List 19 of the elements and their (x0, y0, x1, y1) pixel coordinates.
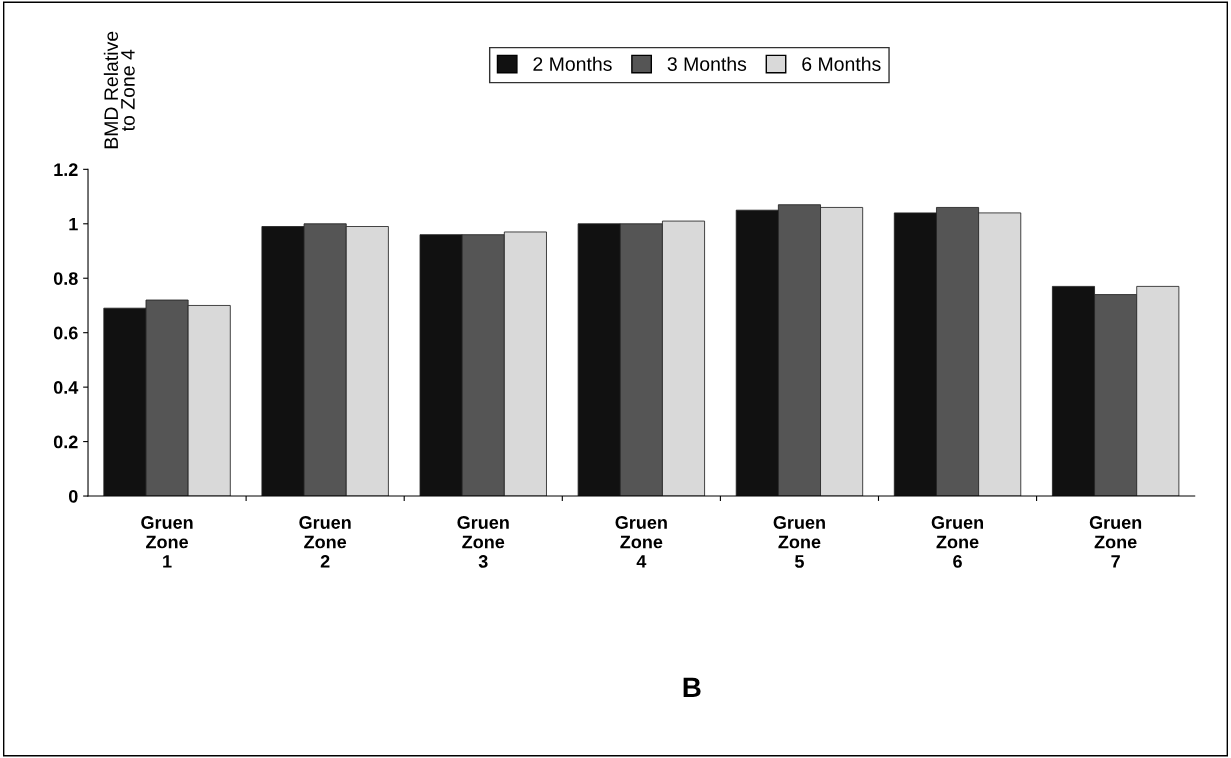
y-tick-label: 1 (69, 217, 78, 231)
y-tick-label: 1.2 (54, 163, 78, 176)
x-tick-label: Gruen Zone 7 (1089, 516, 1142, 568)
y-tick-label: 0.8 (53, 272, 78, 285)
y-tick-label: 0.2 (53, 435, 78, 449)
x-tick-label: Gruen Zone 6 (931, 516, 984, 568)
x-tick-label: Gruen Zone 4 (615, 516, 667, 568)
x-tick-label: Gruen Zone 1 (141, 516, 193, 568)
legend-label: 2 Months (533, 56, 612, 71)
y-axis-title: BMD Relative to Zone 4 (103, 31, 135, 149)
y-tick-label: 0 (68, 489, 78, 503)
x-tick-label: Gruen Zone 3 (457, 516, 509, 568)
x-tick-label: Gruen Zone 5 (773, 516, 825, 568)
text: B (683, 677, 701, 697)
y-tick-label: 0.4 (53, 381, 79, 394)
legend-label: 6 Months (802, 56, 881, 71)
y-tick-label: 0.6 (53, 326, 78, 340)
x-tick-label: Gruen Zone 2 (299, 516, 351, 568)
legend-label: 3 Months (667, 56, 747, 71)
